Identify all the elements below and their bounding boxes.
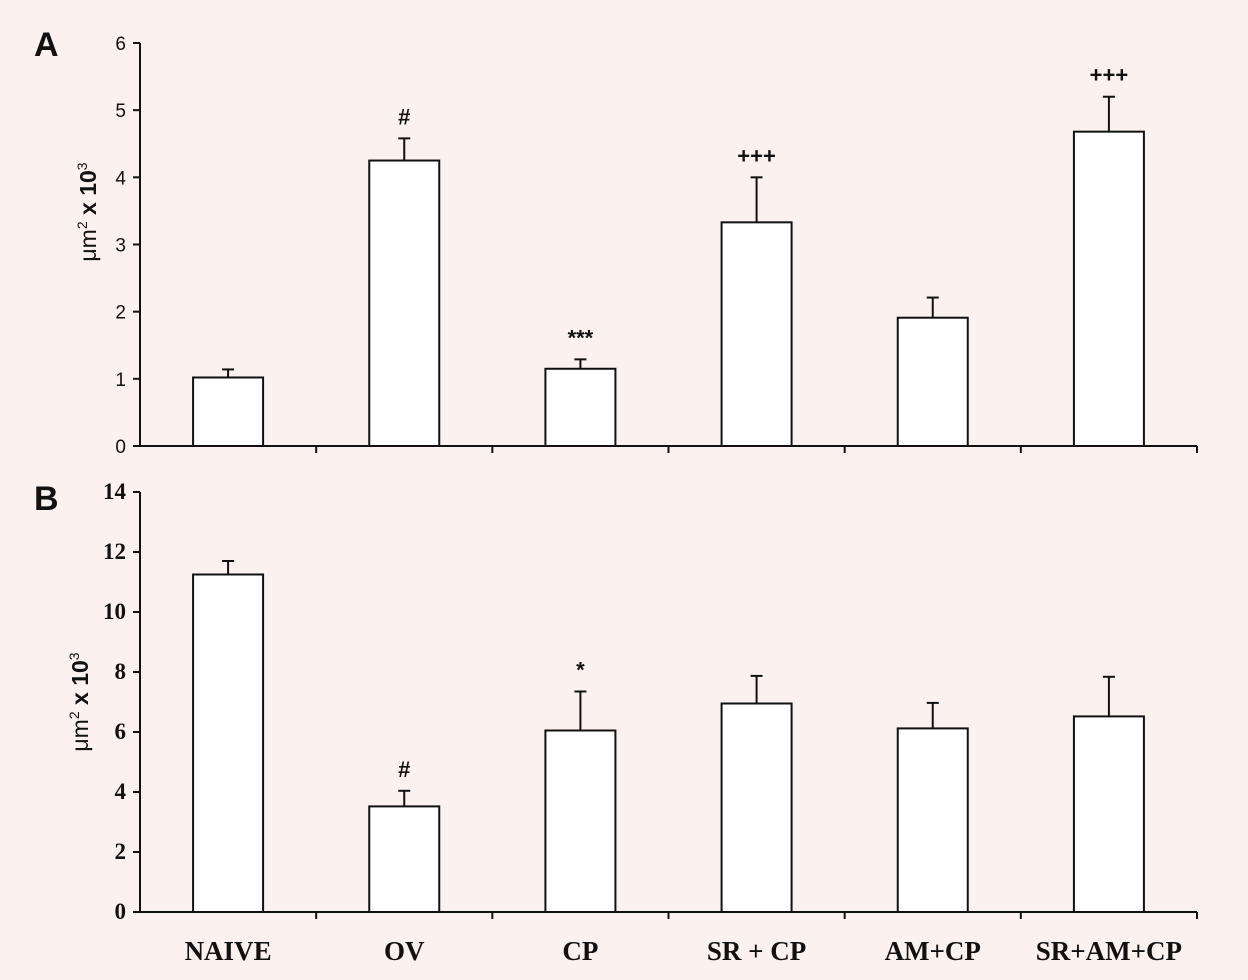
panel-b-ylabel-unit: μm (67, 719, 93, 751)
panel-a-significance-label: *** (568, 325, 594, 350)
panel-b-bar (720, 702, 793, 913)
panel-b-bar (368, 805, 441, 914)
panel-a-ytick-label: 1 (115, 370, 126, 391)
panel-a-significance-label: +++ (737, 143, 776, 168)
panel-b-ytick-label: 8 (115, 659, 127, 684)
panel-a-ytick-label: 6 (115, 34, 126, 55)
panel-b-ytick-label: 14 (103, 479, 127, 504)
panel-b-ylabel-mid: x 10 (67, 660, 93, 711)
panel-a-bar (192, 376, 265, 447)
panel-a-bar (368, 159, 441, 448)
panel-a-bar (1072, 130, 1145, 447)
panel-b-significance-label: # (398, 757, 410, 782)
panel-b-ytick-label: 12 (103, 539, 126, 564)
panel-b-significance-label: * (576, 658, 585, 683)
panel-b-ylabel-sup1: 2 (66, 711, 82, 719)
category-label: CP (562, 936, 598, 966)
panel-a-letter: A (34, 26, 59, 64)
panel-a-ylabel: μm2 x 103 (74, 162, 101, 261)
panel-a-ylabel-sup2: 3 (74, 162, 90, 170)
panel-a-bar (720, 221, 793, 447)
panel-b-ytick-label: 0 (115, 899, 127, 924)
panel-b-letter: B (34, 480, 59, 518)
panel-a-ytick-label: 4 (115, 168, 126, 189)
panel-b-ylabel-sup2: 3 (66, 652, 82, 660)
category-label: AM+CP (885, 936, 981, 966)
panel-a-ytick-label: 5 (115, 101, 126, 122)
panel-a-significance-label: +++ (1090, 63, 1129, 88)
category-label: SR + CP (707, 936, 806, 966)
category-label: SR+AM+CP (1036, 936, 1182, 966)
panel-a-ylabel-sup1: 2 (74, 221, 90, 229)
panel-a-ytick-label: 2 (115, 303, 126, 324)
panel-b-ytick-label: 4 (115, 779, 127, 804)
panel-b-ytick-label: 6 (115, 719, 127, 744)
panel-a-ytick-label: 0 (115, 437, 126, 458)
panel-b-bar (192, 573, 265, 913)
panel-a-significance-label: # (398, 104, 410, 129)
panel-b-bar (1072, 715, 1145, 914)
panel-b-ytick-label: 2 (115, 839, 127, 864)
panel-b-ytick-label: 10 (103, 599, 126, 624)
panel-a-ytick-label: 3 (115, 236, 126, 257)
category-label: OV (384, 936, 425, 966)
panel-a-bar (896, 316, 969, 447)
panel-a-ylabel-unit: μm (75, 229, 101, 261)
panel-b-bar (544, 729, 617, 913)
panel-a-ylabel-mid: x 10 (75, 170, 101, 221)
category-label: NAIVE (185, 936, 272, 966)
panel-b-bar (896, 727, 969, 914)
panel-a-bar (544, 367, 617, 447)
panel-b-ylabel: μm2 x 103 (66, 652, 93, 751)
